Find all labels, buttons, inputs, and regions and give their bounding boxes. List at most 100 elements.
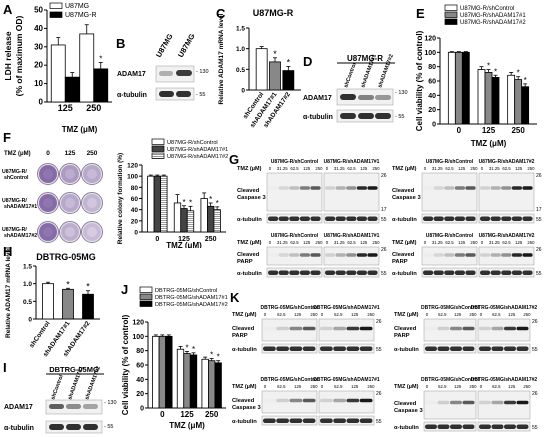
legend-label: DBTRG-05MG/shADAM17#1 (155, 295, 228, 301)
blot-band (289, 398, 303, 403)
blot-band (367, 216, 378, 221)
blot-membrane (261, 415, 318, 426)
x-tick-label: 125 (58, 103, 73, 113)
conc-label: 125 (303, 166, 311, 171)
row-label-tubulin: α-tubulin (394, 425, 419, 431)
conc-label: 0 (481, 166, 484, 171)
plate-row-label: shADAM17#2 (4, 233, 37, 239)
blot-band (268, 270, 279, 275)
bar (160, 175, 168, 233)
mw-label: 55 (536, 217, 542, 223)
blot-band (333, 326, 346, 331)
y-tick-label: 120 (424, 36, 436, 43)
conc-label: 0 (424, 166, 427, 171)
y-axis-label: Cell viability (% of control) (121, 314, 130, 415)
lane-label: U87MG (154, 34, 175, 59)
blot-band (462, 326, 475, 331)
blot-membrane (421, 172, 478, 212)
blot-band (299, 253, 310, 257)
y-tick-label: 60 (131, 196, 139, 203)
lane-label: shControl (343, 62, 358, 89)
row-label-tubulin: α-tubulin (232, 347, 257, 353)
row-label-tubulin: α-tubulin (392, 217, 417, 223)
blot-group-left: U87MG-R/shControl (426, 159, 474, 165)
row-label-marker: PARP (237, 259, 253, 265)
blot-band (358, 95, 374, 100)
conc-label: 0 (326, 240, 329, 245)
conc-label: 62.5 (290, 166, 299, 171)
y-tick-label: 0 (241, 88, 245, 95)
blot-band (49, 404, 64, 409)
plate-col-label: 125 (65, 150, 76, 157)
blot-band (66, 404, 81, 409)
mw-label: - 55 (395, 114, 404, 120)
blot-band (346, 398, 360, 403)
well-center (87, 198, 97, 208)
blot-band (310, 186, 321, 190)
plate-col-label: 250 (87, 150, 98, 157)
blot-band (367, 253, 378, 257)
blot-band (423, 270, 434, 275)
conc-label: 62.5 (277, 384, 286, 389)
panel-label-j: J (121, 282, 129, 297)
mw-label: 26 (532, 391, 538, 397)
conc-label: 125 (294, 312, 302, 317)
y-tick-label: 30 (34, 42, 43, 51)
blot-group-left: U87MG-R/shControl (271, 233, 319, 239)
blot-band (289, 270, 300, 275)
blot-group-right: DBTRG-05MG/shADAM17#2 (471, 377, 538, 383)
y-tick-label: 20 (136, 391, 144, 398)
conc-label: 250 (527, 166, 535, 171)
blot-band (444, 216, 455, 221)
y-tick-label: 10 (34, 79, 43, 88)
blot-band (465, 270, 476, 275)
mw-label: 26 (376, 319, 382, 325)
row-label-marker: Cleaved (394, 326, 417, 332)
blot-band (320, 326, 333, 331)
blot-band (325, 216, 336, 221)
row-label-marker: Cleaved (237, 252, 260, 258)
y-tick-label: 1.5 (23, 264, 32, 271)
colony-stain (83, 223, 101, 241)
bar (447, 51, 456, 125)
panel-label-e: E (416, 6, 425, 21)
significance-star: * (216, 199, 219, 208)
bar (201, 358, 209, 409)
blot-band (491, 424, 504, 429)
blot-band (437, 424, 450, 429)
conc-label: 31.25 (489, 166, 500, 171)
blot-band (511, 270, 522, 275)
blot-band (176, 70, 192, 76)
conc-label: 125 (508, 312, 516, 317)
plate-row-label: U87MG-R/ (2, 227, 27, 233)
blot-membrane (477, 343, 531, 354)
panel-label-i: I (3, 360, 7, 375)
plate-row-label: shControl (4, 175, 29, 181)
conc-label: 31.25 (334, 240, 345, 245)
conc-label: 0 (426, 312, 429, 317)
blot-group-left: DBTRG-05MG/shControl (260, 377, 319, 383)
blot-band (516, 400, 529, 405)
significance-star: * (287, 57, 291, 67)
blot-band (433, 216, 444, 221)
blot-membrane (266, 172, 323, 212)
blot-band (454, 186, 465, 190)
blot-membrane (477, 318, 531, 342)
blot-membrane (423, 343, 477, 354)
blot-band (335, 270, 346, 275)
conc-label: 125 (515, 240, 523, 245)
mw-label: 26 (376, 391, 382, 397)
blot-band (268, 216, 279, 221)
tmz-label: TMZ (μM) (394, 384, 419, 390)
blot-group-left: DBTRG-05MG/shControl (260, 305, 319, 311)
blot-band (480, 270, 491, 275)
blot-band (276, 398, 289, 403)
y-tick-label: 60 (136, 363, 144, 370)
conc-label: 250 (527, 240, 535, 245)
blot-band (501, 216, 512, 221)
legend-label: U87MG-R/shADAM17#1 (167, 147, 228, 153)
conc-label: 125 (458, 166, 466, 171)
blot-membrane (261, 343, 318, 354)
blot-band (159, 91, 174, 97)
blot-band (159, 71, 173, 76)
